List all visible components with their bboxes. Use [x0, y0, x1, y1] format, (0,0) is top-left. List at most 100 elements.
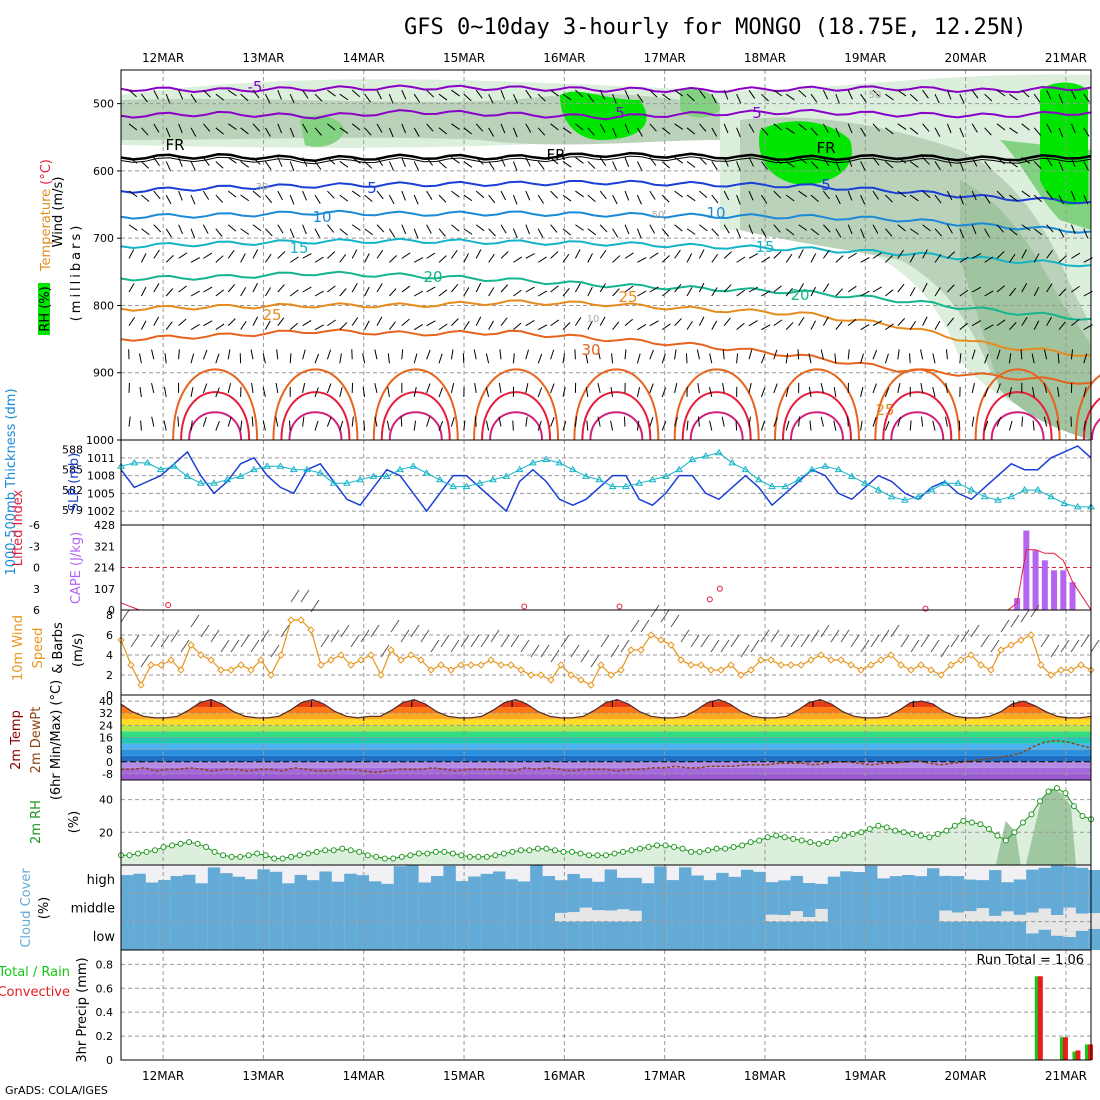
rh2m-marker	[705, 847, 712, 854]
wind-barb	[364, 127, 372, 136]
rh2m-marker	[347, 847, 354, 854]
convective-label: Convective	[0, 985, 70, 1000]
wind-barb	[128, 416, 131, 427]
cloud-low-cell	[803, 921, 816, 950]
wind-barb	[203, 320, 213, 327]
wind-barb	[959, 353, 962, 364]
wind-barb	[1021, 283, 1028, 293]
rh2m-marker	[1036, 798, 1043, 805]
wind-barb	[438, 421, 444, 431]
wind-barb	[151, 383, 155, 394]
surface-wind-barb	[710, 639, 720, 653]
cloud-low-cell	[951, 921, 965, 950]
temp-band	[121, 767, 1091, 774]
wind-barb	[810, 93, 818, 103]
cloud-low-cell	[827, 921, 841, 950]
rh2m-marker	[764, 834, 771, 841]
surface-wind-barb	[340, 624, 350, 638]
wind-barb	[835, 321, 843, 330]
thickness-marker	[382, 472, 391, 479]
wind-barb	[438, 194, 447, 203]
cloud-middle-cell	[815, 893, 828, 909]
wind-barb	[698, 249, 705, 259]
surface-wind-barb	[280, 624, 290, 638]
surface-wind-barb	[900, 634, 910, 648]
wind-barb	[1033, 161, 1042, 169]
wind-barb	[562, 322, 571, 330]
wind-barb	[722, 349, 725, 360]
wind-barb	[823, 190, 830, 200]
wind-speed-marker	[487, 656, 495, 664]
wind-barb	[661, 255, 670, 263]
wind-barb	[697, 382, 700, 393]
wind-barb	[314, 290, 324, 297]
wind-barb	[438, 127, 448, 135]
wind-barb	[798, 224, 808, 231]
wind-barb	[339, 127, 349, 134]
rh2m-marker	[441, 848, 448, 855]
wind-barb	[612, 161, 618, 171]
wind-barb	[351, 190, 361, 198]
wind-barb	[178, 157, 183, 167]
thickness-marker	[861, 479, 869, 486]
wind-barb	[240, 321, 247, 330]
wind-barb	[1083, 228, 1089, 239]
cloud-middle-cell	[976, 893, 989, 909]
rh2m-marker	[696, 848, 703, 855]
isotherm-line	[120, 179, 1092, 205]
wind-barb	[736, 161, 741, 171]
surface-wind-barb	[1010, 614, 1020, 628]
cloud-low-cell	[716, 921, 729, 950]
cloud-middle-cell	[480, 893, 493, 922]
cloud-middle-cell	[679, 893, 692, 922]
wind-barb	[649, 349, 654, 360]
cloud-high-cell	[406, 865, 419, 894]
rh2m-marker	[526, 847, 533, 854]
wind-tick-label: 0	[106, 689, 113, 702]
cloud-high-cell	[381, 883, 394, 894]
cloud-middle-gap	[629, 910, 642, 922]
wind-barb	[475, 249, 482, 259]
thickness-marker	[715, 448, 723, 456]
cloud-high-cell	[505, 879, 518, 894]
cloud-low-cell	[406, 921, 419, 950]
wind-barb	[711, 253, 719, 263]
wind-barb	[711, 320, 718, 330]
top-date-label: 16MAR	[543, 51, 585, 65]
isotherm-label: FR	[816, 139, 835, 157]
wind-barb	[1070, 190, 1076, 201]
wind-barb	[451, 284, 459, 293]
rh2m-marker	[228, 853, 235, 860]
wind-speed-marker	[177, 666, 185, 674]
wind-barb	[128, 283, 135, 293]
li-tick-label: -3	[29, 540, 40, 553]
wind-tick-label: 8	[106, 609, 113, 622]
cloud-middle-cell	[852, 893, 865, 922]
thickness-ylabel-line1: 1000-500mb Thickness (dm)	[4, 388, 19, 575]
wind-barb	[426, 252, 436, 259]
wind-barb	[699, 224, 708, 232]
rh2m-marker	[875, 822, 882, 829]
wind-barb	[1070, 157, 1076, 167]
wind-barb	[599, 190, 607, 200]
surface-wind-barb	[450, 639, 460, 653]
wind-barb	[984, 420, 989, 431]
speed-ylabel: Speed	[31, 628, 46, 669]
temp-band	[121, 725, 1091, 732]
cloud-low-gap	[1088, 921, 1100, 929]
wind-barb	[909, 353, 911, 364]
surface-wind-barb	[840, 629, 850, 643]
wind-ylabels: 10m Wind Speed & Barbs (m/s)	[11, 615, 86, 681]
cloud-high-cell	[245, 879, 258, 894]
cloud-middle-gap	[951, 912, 965, 922]
wind-barb	[984, 387, 989, 398]
wind-barb	[289, 194, 295, 205]
cloud-low-cell	[1001, 921, 1014, 950]
wind-barb	[314, 324, 325, 331]
diurnal-isotherm	[489, 411, 544, 441]
cloud-row-label: middle	[71, 902, 115, 917]
cloud-middle-cell	[232, 893, 245, 922]
cape-tick-label: 0	[108, 604, 115, 617]
thickness-marker	[236, 472, 245, 479]
rh2m-ylabels: 2m RH (%)	[29, 800, 82, 844]
